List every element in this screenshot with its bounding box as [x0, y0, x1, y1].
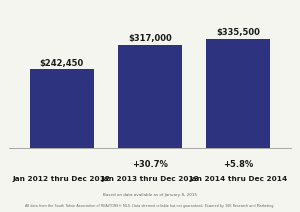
Text: Based on data available as of January 8, 2015: Based on data available as of January 8,… — [103, 193, 197, 197]
Text: +30.7%: +30.7% — [132, 159, 168, 169]
Text: $317,000: $317,000 — [128, 34, 172, 43]
Text: All data from the South Tahoe Association of REALTORS® MLS. Data deemed reliable: All data from the South Tahoe Associatio… — [25, 204, 275, 208]
Bar — [206, 39, 270, 148]
Text: Jan 2013 thru Dec 2013: Jan 2013 thru Dec 2013 — [101, 176, 199, 182]
Text: $335,500: $335,500 — [216, 28, 260, 37]
Text: $242,450: $242,450 — [40, 59, 84, 68]
Bar — [118, 45, 182, 148]
Text: +5.8%: +5.8% — [223, 159, 253, 169]
Text: Jan 2014 thru Dec 2014: Jan 2014 thru Dec 2014 — [189, 176, 287, 182]
Text: Jan 2012 thru Dec 2012: Jan 2012 thru Dec 2012 — [13, 176, 111, 182]
Bar — [30, 69, 94, 148]
